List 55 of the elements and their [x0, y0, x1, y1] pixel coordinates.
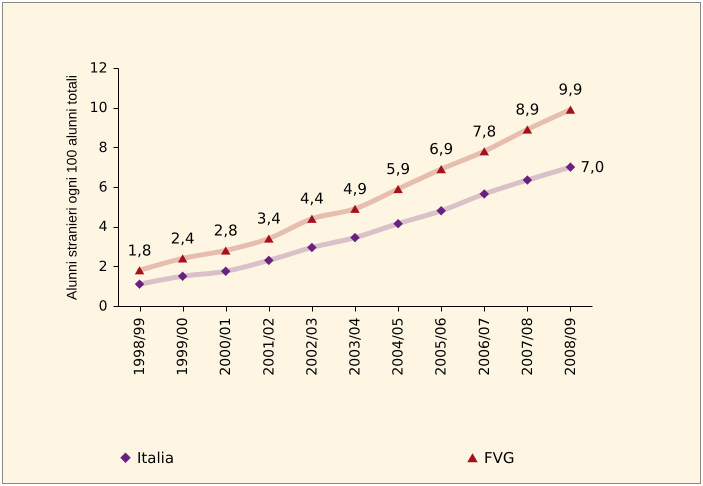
point — [134, 279, 144, 289]
x-tick-label: 2004/05 — [390, 318, 407, 376]
point — [393, 184, 403, 194]
point — [220, 266, 230, 276]
point — [522, 125, 532, 134]
data-label: 2,8 — [214, 221, 238, 240]
point — [307, 242, 317, 252]
x-tick-label: 1998/99 — [132, 318, 148, 376]
point — [350, 204, 360, 213]
data-label: 8,9 — [515, 100, 540, 118]
point — [178, 272, 188, 281]
data-label: 6,9 — [429, 140, 454, 158]
data-label: 2,4 — [170, 229, 195, 248]
data-label: 3,4 — [256, 210, 281, 228]
x-tick-label: 2002/03 — [304, 318, 320, 376]
data-label: 1,8 — [128, 241, 152, 260]
legend-label: Italia — [137, 448, 174, 467]
point — [436, 165, 446, 174]
y-tick-label: 0 — [98, 298, 108, 314]
point — [220, 246, 230, 255]
point — [134, 266, 144, 274]
x-tick-label: 1999/00 — [175, 318, 192, 376]
y-tick-label: 12 — [90, 60, 108, 76]
x-tick-label: 2003/04 — [348, 317, 364, 376]
point — [480, 189, 490, 199]
point — [522, 175, 532, 185]
point — [566, 162, 576, 172]
data-label: 5,9 — [386, 160, 410, 178]
point — [264, 234, 274, 243]
data-label: 7,8 — [472, 122, 496, 140]
point — [436, 206, 446, 216]
y-tick-label: 4 — [98, 219, 108, 236]
point — [178, 254, 188, 263]
point — [307, 214, 317, 223]
y-tick-label: 2 — [98, 258, 108, 275]
data-label: 4,9 — [343, 180, 367, 198]
point — [480, 147, 490, 156]
point — [264, 256, 274, 266]
y-tick-label: 10 — [90, 100, 108, 116]
y-tick-label: 8 — [98, 140, 108, 156]
point — [566, 106, 576, 114]
x-tick-label: 2006/07 — [476, 318, 493, 376]
y-tick-label: 6 — [98, 180, 108, 196]
point — [393, 218, 403, 228]
y-axis-title: Alunni stranieri ogni 100 alunni totali — [64, 75, 80, 300]
data-label: 4,4 — [300, 190, 324, 208]
data-label: 7,0 — [580, 158, 604, 176]
x-tick-label: 2005/06 — [434, 317, 450, 376]
x-tick-label: 2008/09 — [562, 318, 579, 376]
point — [350, 232, 360, 242]
x-tick-label: 2000/01 — [218, 318, 234, 376]
legend-label: FVG — [484, 448, 515, 467]
x-tick-label: 2001/02 — [261, 318, 278, 376]
x-tick-label: 2007/08 — [520, 318, 536, 376]
data-label: 9,9 — [558, 80, 582, 99]
